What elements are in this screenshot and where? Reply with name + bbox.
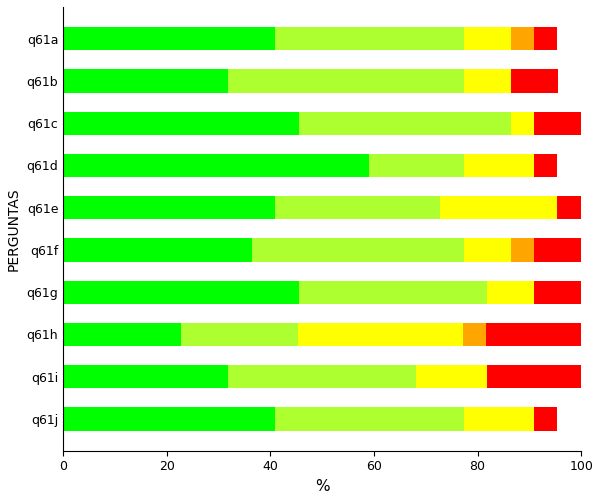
Bar bbox=[511, 112, 534, 135]
Y-axis label: PERGUNTAS: PERGUNTAS bbox=[7, 187, 21, 271]
Bar bbox=[464, 69, 511, 93]
Bar bbox=[534, 407, 557, 430]
Bar bbox=[487, 281, 535, 304]
Bar bbox=[534, 154, 557, 177]
X-axis label: %: % bbox=[315, 479, 329, 494]
Bar bbox=[487, 323, 581, 346]
Bar bbox=[63, 112, 299, 135]
Bar bbox=[228, 69, 464, 93]
Bar bbox=[534, 112, 581, 135]
Bar bbox=[440, 196, 557, 219]
Bar bbox=[63, 154, 369, 177]
Bar bbox=[534, 27, 557, 51]
Bar bbox=[63, 281, 299, 304]
Bar bbox=[299, 112, 511, 135]
Bar bbox=[275, 407, 464, 430]
Bar bbox=[251, 238, 464, 262]
Bar bbox=[416, 365, 487, 388]
Bar bbox=[534, 238, 581, 262]
Bar bbox=[63, 407, 275, 430]
Bar bbox=[463, 323, 487, 346]
Bar bbox=[464, 407, 534, 430]
Bar bbox=[464, 27, 511, 51]
Bar bbox=[298, 323, 463, 346]
Bar bbox=[511, 27, 534, 51]
Bar bbox=[557, 196, 581, 219]
Bar bbox=[369, 154, 464, 177]
Bar bbox=[535, 281, 581, 304]
Bar bbox=[299, 281, 487, 304]
Bar bbox=[63, 323, 181, 346]
Bar bbox=[511, 238, 534, 262]
Bar bbox=[181, 323, 298, 346]
Bar bbox=[464, 238, 511, 262]
Bar bbox=[275, 27, 464, 51]
Bar bbox=[275, 196, 440, 219]
Bar bbox=[63, 238, 251, 262]
Bar bbox=[63, 27, 275, 51]
Bar bbox=[63, 69, 228, 93]
Bar bbox=[63, 196, 275, 219]
Bar bbox=[228, 365, 416, 388]
Bar bbox=[464, 154, 534, 177]
Bar bbox=[511, 69, 558, 93]
Bar bbox=[63, 365, 228, 388]
Bar bbox=[487, 365, 581, 388]
